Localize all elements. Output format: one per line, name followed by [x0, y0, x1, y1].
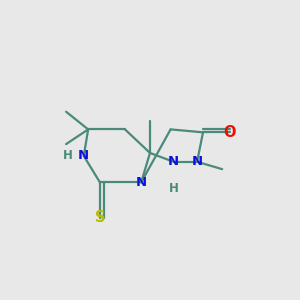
Text: O: O — [223, 125, 236, 140]
Text: H: H — [63, 149, 73, 162]
Text: H: H — [169, 182, 178, 195]
Text: N: N — [136, 176, 147, 189]
Text: N: N — [191, 155, 203, 168]
Text: N: N — [78, 149, 89, 162]
Text: N: N — [168, 155, 179, 168]
Text: S: S — [95, 210, 105, 225]
